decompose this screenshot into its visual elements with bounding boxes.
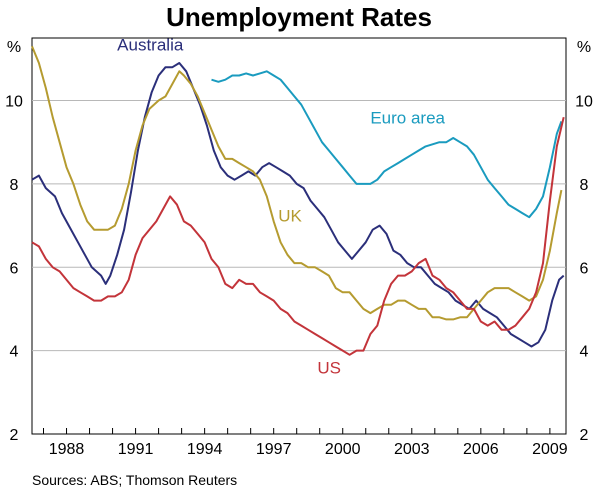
y-tick-label-left: 8 bbox=[10, 177, 19, 194]
x-tick-label: 1997 bbox=[256, 441, 292, 458]
series-labels: Australia Euro area UK US bbox=[117, 36, 445, 378]
y-tick-label-right: 6 bbox=[580, 260, 589, 277]
series-line-us bbox=[31, 116, 565, 356]
gridlines bbox=[32, 100, 566, 352]
series-label-euro-area: Euro area bbox=[370, 108, 445, 127]
x-tick-label: 2006 bbox=[463, 441, 499, 458]
y-tick-label-left: 10 bbox=[5, 94, 23, 111]
x-tick-label: 1991 bbox=[118, 441, 154, 458]
series-label-uk: UK bbox=[278, 206, 302, 225]
series-label-australia: Australia bbox=[117, 36, 184, 55]
series-line-australia bbox=[31, 62, 565, 348]
chart-title: Unemployment Rates bbox=[166, 2, 432, 32]
x-tick-label: 2000 bbox=[325, 441, 361, 458]
y-tick-label-left: 4 bbox=[10, 344, 19, 361]
series-lines bbox=[31, 45, 565, 356]
series-line-euro-area bbox=[211, 70, 563, 219]
series-line-uk bbox=[31, 45, 563, 321]
y-tick-label-left: 6 bbox=[10, 260, 19, 277]
series-label-us: US bbox=[317, 359, 341, 378]
y-unit-left: % bbox=[7, 39, 21, 56]
x-tick-label: 2009 bbox=[532, 441, 568, 458]
axis-ticks: 2 2 4 4 6 6 8 8 10 10 1988 1991 1994 1997 2000 2003 2006… bbox=[5, 94, 593, 458]
y-tick-label-right: 4 bbox=[580, 344, 589, 361]
y-tick-label-right: 10 bbox=[575, 94, 593, 111]
y-tick-label-right: 2 bbox=[580, 427, 589, 444]
x-tick-label: 1988 bbox=[49, 441, 85, 458]
y-tick-label-right: 8 bbox=[580, 177, 589, 194]
plot-frame bbox=[31, 37, 567, 435]
x-tick-label: 1994 bbox=[187, 441, 223, 458]
source-note: Sources: ABS; Thomson Reuters bbox=[32, 472, 238, 488]
y-unit-right: % bbox=[577, 39, 591, 56]
y-tick-label-left: 2 bbox=[10, 427, 19, 444]
x-tick-label: 2003 bbox=[394, 441, 430, 458]
